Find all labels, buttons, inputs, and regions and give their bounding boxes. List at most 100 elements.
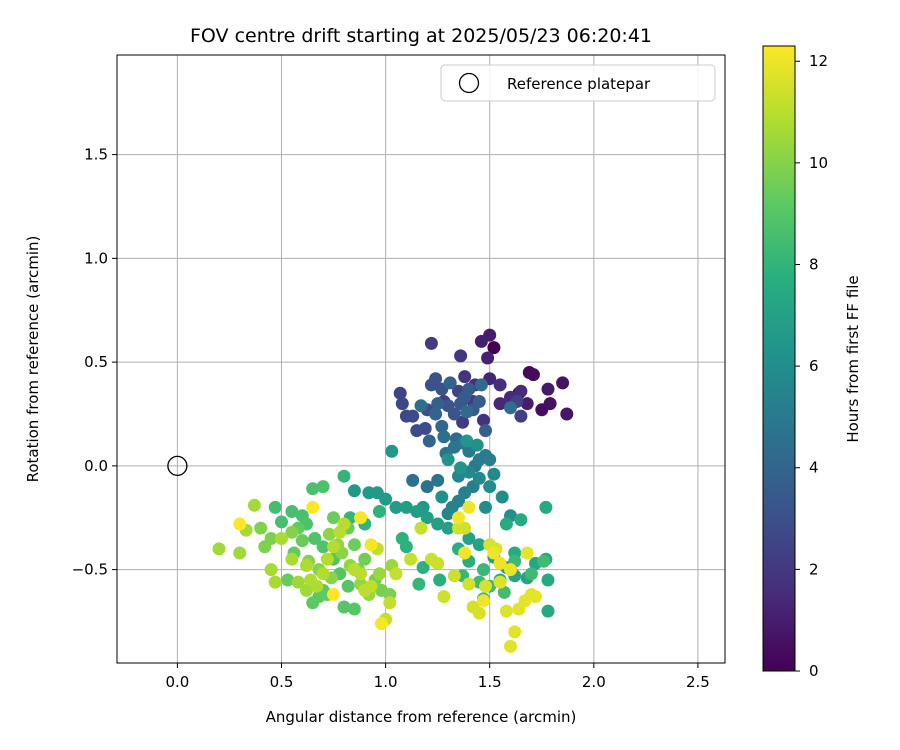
data-point [254,521,268,535]
data-point [322,527,336,541]
data-point [310,579,324,593]
data-point [472,471,486,485]
data-point [258,540,272,554]
data-point [539,500,553,514]
data-point [454,349,468,363]
data-point [456,415,470,429]
data-point [383,596,397,610]
data-point [327,540,340,554]
data-point [508,625,522,639]
data-point [233,546,247,560]
data-point [264,563,278,577]
data-point [429,407,443,421]
data-point [316,567,330,581]
data-point [493,378,507,392]
data-point [275,515,288,529]
data-point [495,490,509,504]
data-point [520,546,534,560]
data-point [472,538,486,552]
data-point [347,484,361,498]
data-point [447,569,461,583]
y-axis-ticks: −0.5 0.0 0.5 1.0 1.5 [72,146,117,579]
data-point [441,453,455,467]
data-point [420,511,434,525]
data-point [541,382,555,396]
data-point [420,480,434,494]
data-point [529,590,542,604]
data-point [431,473,445,487]
data-point [441,507,455,521]
data-point [393,386,407,400]
y-tick-label: 1.5 [84,146,108,164]
data-point [541,604,555,618]
reference-marker-legend-icon [458,72,480,94]
colorbar-tick-label: 2 [809,560,819,578]
data-point [520,397,534,411]
chart-title: FOV centre drift starting at 2025/05/23 … [190,25,652,47]
data-point [541,573,555,587]
y-axis-label: Rotation from reference (arcmin) [24,236,42,483]
data-point [474,334,488,348]
data-point [268,500,282,514]
x-tick-label: 2.5 [686,673,710,691]
data-point [337,469,351,483]
data-point [462,532,476,545]
data-point [316,540,330,554]
data-point [537,554,551,568]
data-point [372,505,386,518]
x-tick-label: 1.5 [478,673,502,691]
data-point [433,573,447,587]
legend-box [440,64,716,102]
data-point [416,561,430,574]
data-point [406,473,420,487]
data-point [524,567,538,581]
data-point [514,384,528,398]
data-point [372,567,386,581]
data-point [487,341,501,355]
y-tick-label: 0.0 [84,457,108,475]
data-point [479,579,492,593]
data-point [460,434,474,448]
data-point [458,521,472,535]
data-point [358,552,372,566]
colorbar-tick-label: 8 [809,255,819,273]
data-point [327,588,340,601]
data-point [429,372,443,386]
x-tick-label: 1.0 [374,673,398,691]
data-point [285,505,299,518]
data-point [479,500,492,514]
data-point [493,575,507,589]
data-point [497,585,511,599]
y-tick-label: 1.0 [84,249,108,267]
colorbar-label: Hours from first FF file [844,275,862,442]
data-point [470,438,484,452]
data-point [364,538,378,552]
data-point [374,617,388,631]
data-point [308,532,322,545]
data-point [462,500,476,514]
data-point [514,513,528,527]
data-point [337,517,351,531]
data-point [320,552,334,566]
data-point [477,413,490,427]
y-tick-label: −0.5 [72,561,108,579]
data-point [483,453,497,467]
data-point [306,482,320,496]
plot-frame [116,54,726,664]
data-point [385,444,399,458]
data-point [327,511,340,525]
data-point [431,517,445,531]
data-point [514,409,528,423]
data-point [291,575,305,589]
data-point [493,397,507,411]
data-point [300,583,313,597]
data-point [379,492,393,506]
data-point [364,579,378,593]
data-point [499,517,513,531]
data-point [487,546,501,560]
data-point [300,559,313,572]
data-point [462,577,476,591]
data-point [395,397,409,411]
data-point [504,563,517,577]
